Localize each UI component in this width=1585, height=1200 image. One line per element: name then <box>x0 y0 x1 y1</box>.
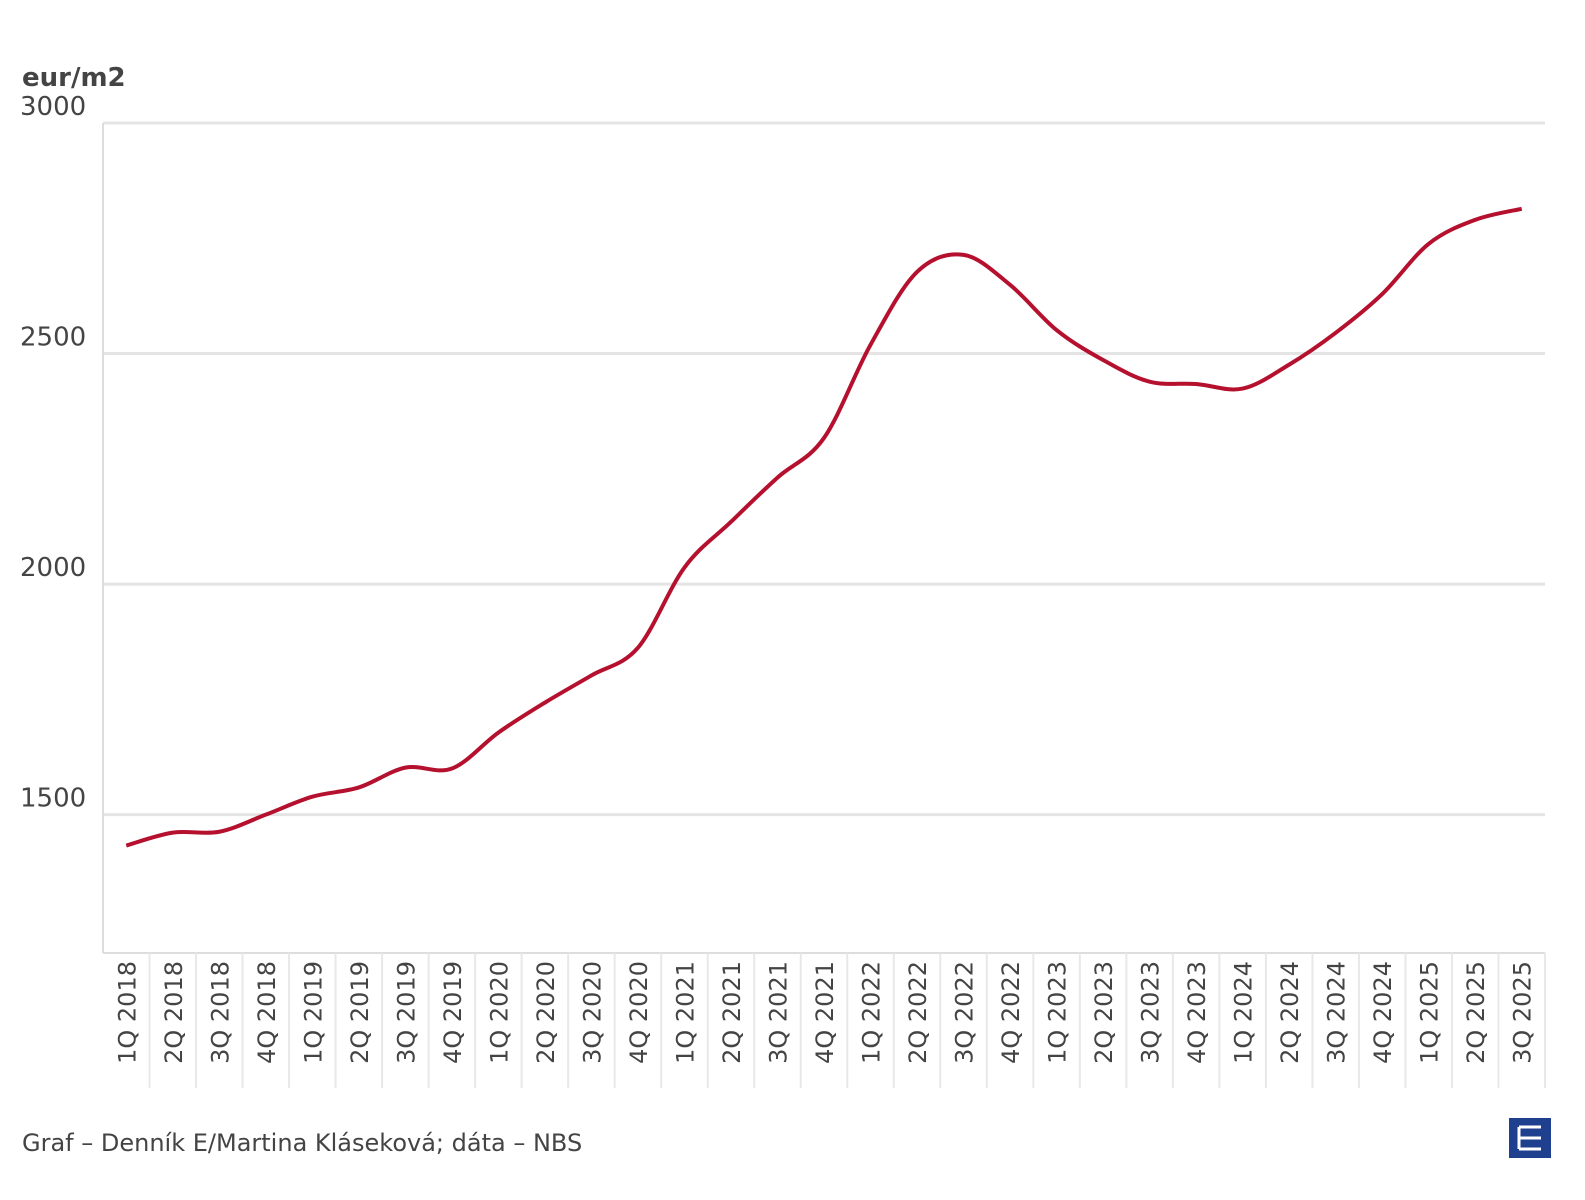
x-tick-label: 3Q 2018 <box>206 961 234 1064</box>
x-tick-label: 4Q 2018 <box>253 961 281 1064</box>
y-tick-label: 2500 <box>20 323 86 353</box>
x-tick-label: 4Q 2019 <box>439 961 467 1064</box>
y-tick-label: 2000 <box>20 553 86 583</box>
x-tick-label: 3Q 2025 <box>1509 961 1537 1064</box>
y-tick-label: 3000 <box>20 92 86 122</box>
x-tick-label: 2Q 2022 <box>904 961 932 1064</box>
x-tick-label: 4Q 2024 <box>1369 961 1397 1064</box>
x-tick-label: 3Q 2021 <box>764 961 792 1064</box>
x-tick-label: 2Q 2021 <box>718 961 746 1064</box>
x-tick-label: 1Q 2019 <box>299 961 327 1064</box>
x-tick-label: 3Q 2023 <box>1137 961 1165 1064</box>
data-line <box>125 206 1523 848</box>
y-axis-title: eur/m2 <box>22 63 126 93</box>
x-tick-label: 1Q 2021 <box>671 961 699 1064</box>
x-tick-label: 4Q 2023 <box>1183 961 1211 1064</box>
x-tick-label: 4Q 2022 <box>997 961 1025 1064</box>
x-tick-label: 2Q 2018 <box>160 961 188 1064</box>
x-tick-label: 1Q 2023 <box>1044 961 1072 1064</box>
x-tick-label: 3Q 2024 <box>1323 961 1351 1064</box>
x-tick-label: 1Q 2022 <box>858 961 886 1064</box>
logo <box>1509 1118 1551 1158</box>
x-tick-label: 2Q 2023 <box>1090 961 1118 1064</box>
x-tick-label: 1Q 2025 <box>1416 961 1444 1064</box>
x-tick-label: 1Q 2020 <box>485 961 513 1064</box>
x-tick-label: 3Q 2020 <box>578 961 606 1064</box>
x-tick-label: 1Q 2018 <box>113 961 141 1064</box>
x-tick-label: 4Q 2021 <box>811 961 839 1064</box>
x-tick-label: 2Q 2019 <box>346 961 374 1064</box>
x-tick-label: 3Q 2022 <box>951 961 979 1064</box>
x-tick-label: 1Q 2024 <box>1230 961 1258 1064</box>
x-tick-label: 4Q 2020 <box>625 961 653 1064</box>
source-note: Graf – Denník E/Martina Kláseková; dáta … <box>22 1129 582 1157</box>
x-tick-label: 2Q 2020 <box>532 961 560 1064</box>
x-tick-label: 2Q 2024 <box>1276 961 1304 1064</box>
y-tick-label: 1500 <box>20 784 86 814</box>
x-tick-label: 2Q 2025 <box>1462 961 1490 1064</box>
x-tick-label: 3Q 2019 <box>392 961 420 1064</box>
